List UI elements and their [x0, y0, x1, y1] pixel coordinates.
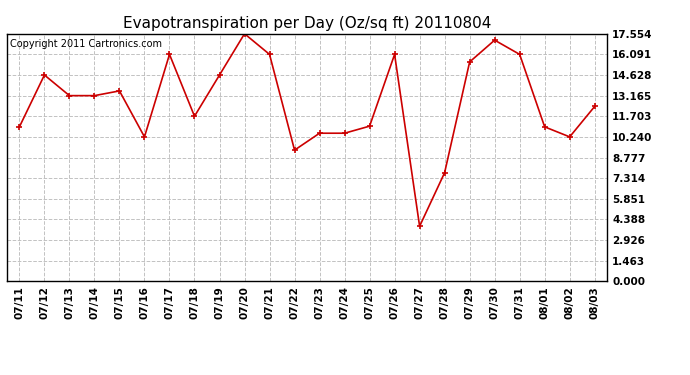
Text: Copyright 2011 Cartronics.com: Copyright 2011 Cartronics.com — [10, 39, 162, 49]
Title: Evapotranspiration per Day (Oz/sq ft) 20110804: Evapotranspiration per Day (Oz/sq ft) 20… — [123, 16, 491, 31]
